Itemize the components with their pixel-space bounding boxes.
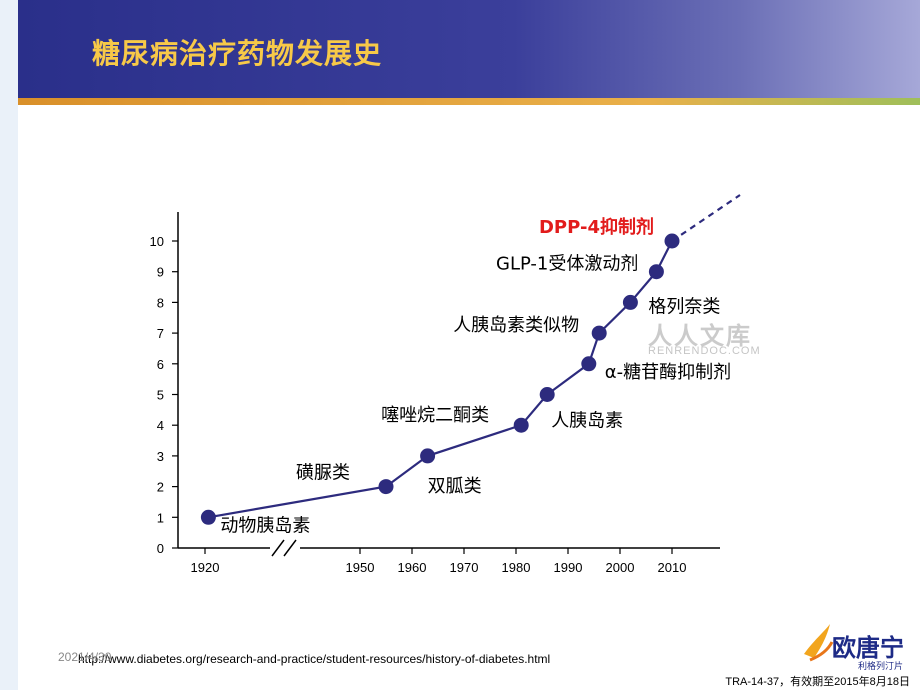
data-label: GLP-1受体激动剂: [496, 254, 638, 275]
axis-break-mark: [283, 539, 297, 557]
brand-logo-icon: [804, 624, 834, 662]
header-bar: [18, 0, 920, 98]
data-label: α-糖苷酶抑制剂: [605, 362, 731, 383]
y-tick-label: 2: [157, 480, 164, 495]
x-tick-label: 1950: [346, 560, 375, 575]
y-tick-label: 3: [157, 449, 164, 464]
data-label: 磺脲类: [296, 463, 350, 484]
data-label: 动物胰岛素: [220, 515, 310, 536]
data-point: [664, 233, 680, 249]
x-tick-label: 1960: [398, 560, 427, 575]
data-label: 人胰岛素: [551, 411, 623, 432]
header-accent-line: [18, 98, 920, 105]
data-label: 格列奈类: [648, 296, 720, 317]
brand-logo-name: 欧唐宁: [832, 634, 904, 662]
data-label: 噻唑烷二酮类: [381, 405, 489, 426]
watermark-sub: RENRENDOC.COM: [648, 345, 761, 357]
trend-extension-line: [671, 194, 741, 242]
data-label: 人胰岛素类似物: [453, 315, 579, 336]
x-tick-label: 1920: [191, 560, 220, 575]
watermark: 人人文库: [648, 322, 752, 350]
data-point: [513, 417, 529, 433]
x-tick-label: 2000: [606, 560, 635, 575]
y-tick-label: 5: [157, 388, 164, 403]
data-label: 双胍类: [428, 476, 482, 497]
data-point: [200, 509, 216, 525]
data-label: DPP-4抑制剂: [539, 216, 654, 238]
x-tick-label: 2010: [658, 560, 687, 575]
data-point: [539, 387, 555, 402]
y-tick-label: 6: [157, 357, 164, 372]
document-code: TRA-14-37，有效期至2015年8月18日: [725, 676, 910, 688]
data-point: [420, 448, 436, 464]
chart-axes: 0 1 2 3 4 5 6 7 8 9 10 1920 1950 1960 1970 1980 1990 2000…: [150, 212, 720, 575]
left-strip: [0, 0, 18, 690]
source-link[interactable]: http://www.diabetes.org/research-and-pra…: [78, 652, 551, 666]
data-point: [648, 264, 664, 280]
y-tick-label: 7: [157, 326, 164, 341]
series-line: [208, 240, 673, 519]
x-tick-label: 1990: [554, 560, 583, 575]
y-tick-label: 4: [157, 418, 164, 433]
data-point: [581, 356, 597, 372]
y-tick-label: 0: [157, 541, 164, 556]
x-tick-label: 1980: [502, 560, 531, 575]
slide-title: 糖尿病治疗药物发展史: [92, 37, 383, 70]
data-point: [591, 325, 607, 341]
y-tick-label: 9: [157, 265, 164, 280]
y-tick-label: 10: [150, 234, 164, 249]
axis-break-mark: [271, 539, 285, 557]
data-point: [622, 294, 638, 310]
date-overlay: 2021/4/30: [58, 650, 112, 664]
y-tick-label: 1: [157, 510, 164, 525]
data-point: [378, 479, 394, 495]
x-tick-label: 1970: [450, 560, 479, 575]
brand-logo-sub: 利格列汀片: [858, 661, 904, 671]
y-tick-label: 8: [157, 295, 164, 310]
